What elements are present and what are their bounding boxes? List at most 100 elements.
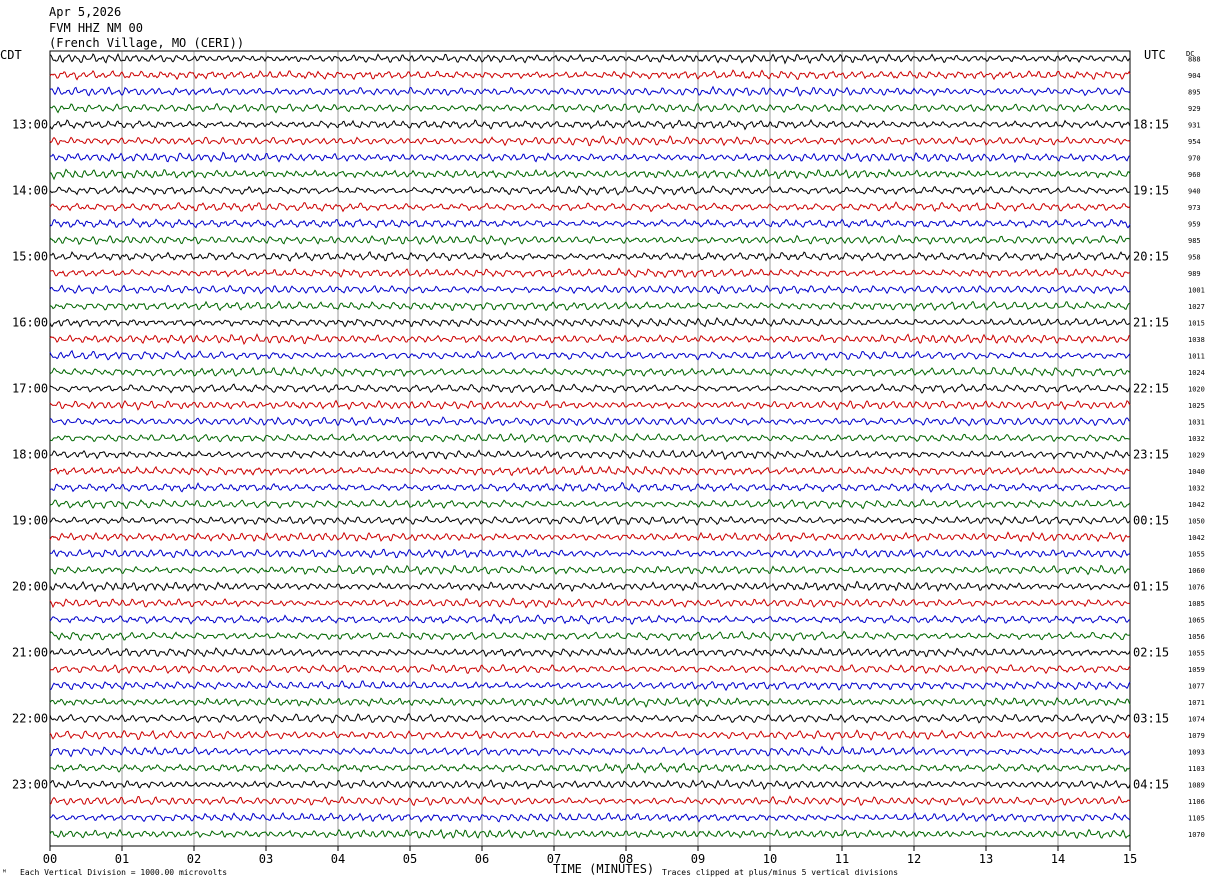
dc-offset-label-40: 1074 (1188, 716, 1205, 724)
trace-line-14 (49, 284, 1131, 295)
x-tick-label: 06 (475, 852, 489, 866)
dc-offset-label-28: 1050 (1188, 518, 1205, 526)
dc-axis-title: DC (1186, 50, 1195, 58)
trace-line-34 (49, 613, 1131, 625)
dc-offset-label-22: 1031 (1188, 419, 1205, 427)
cdt-axis-title: CDT (0, 48, 22, 62)
date-label: Apr 5,2026 (49, 5, 122, 19)
dc-offset-label-35: 1056 (1188, 633, 1205, 641)
trace-line-45 (49, 795, 1131, 807)
trace-line-9 (49, 201, 1131, 213)
dc-offset-label-20: 1020 (1188, 386, 1205, 394)
dc-offset-label-0: 888 (1188, 56, 1201, 64)
trace-line-26 (49, 481, 1131, 493)
dc-offset-label-32: 1076 (1188, 584, 1205, 592)
dc-offset-label-46: 1105 (1188, 815, 1205, 823)
trace-line-40 (49, 712, 1131, 724)
trace-line-24 (49, 449, 1131, 461)
trace-line-31 (49, 564, 1131, 576)
utc-hour-label: 18:15 (1133, 118, 1169, 132)
utc-axis-title: UTC (1144, 48, 1166, 62)
trace-line-1 (49, 69, 1131, 81)
dc-offset-label-17: 1038 (1188, 336, 1205, 344)
dc-offset-label-24: 1029 (1188, 452, 1205, 460)
dc-offset-label-5: 954 (1188, 138, 1201, 146)
plot-frame (49, 50, 1131, 847)
utc-hour-label: 22:15 (1133, 382, 1169, 396)
x-tick-label: 05 (403, 852, 417, 866)
x-tick-label: 02 (187, 852, 201, 866)
x-tick-label: 08 (619, 852, 633, 866)
trace-line-32 (49, 580, 1131, 593)
x-tick-label: 10 (763, 852, 777, 866)
dc-offset-label-44: 1089 (1188, 782, 1205, 790)
trace-line-5 (49, 135, 1131, 147)
dc-offset-label-37: 1059 (1188, 666, 1205, 674)
trace-line-27 (49, 498, 1131, 510)
utc-hour-label: 21:15 (1133, 316, 1169, 330)
cdt-hour-label: 16:00 (12, 316, 48, 330)
trace-line-29 (49, 531, 1131, 543)
trace-line-25 (49, 464, 1131, 477)
trace-line-3 (49, 102, 1131, 114)
dc-offset-label-41: 1079 (1188, 732, 1205, 740)
cdt-hour-label: 15:00 (12, 250, 48, 264)
trace-line-20 (49, 383, 1131, 394)
trace-line-17 (49, 333, 1131, 345)
trace-line-37 (49, 663, 1131, 675)
trace-line-19 (49, 366, 1131, 378)
trace-line-47 (49, 828, 1131, 840)
trace-line-43 (49, 762, 1131, 775)
trace-line-36 (49, 647, 1131, 658)
trace-line-11 (49, 234, 1131, 246)
trace-line-8 (49, 185, 1131, 196)
scale-note: Each Vertical Division = 1000.00 microvo… (20, 868, 228, 877)
dc-offset-label-11: 985 (1188, 237, 1201, 245)
x-tick-label: 00 (43, 852, 57, 866)
dc-offset-label-36: 1055 (1188, 650, 1205, 658)
cdt-hour-label: 23:00 (12, 778, 48, 792)
x-tick-label: 04 (331, 852, 345, 866)
clip-note: Traces clipped at plus/minus 5 vertical … (662, 868, 899, 877)
trace-line-23 (49, 432, 1131, 444)
dc-offset-label-42: 1093 (1188, 749, 1205, 757)
dc-offset-label-12: 958 (1188, 254, 1201, 262)
trace-line-18 (49, 349, 1131, 361)
dc-offset-label-47: 1070 (1188, 831, 1205, 839)
dc-offset-label-21: 1025 (1188, 402, 1205, 410)
trace-line-16 (49, 317, 1131, 328)
x-tick-label: 03 (259, 852, 273, 866)
cdt-hour-label: 17:00 (12, 382, 48, 396)
x-tick-label: 13 (979, 852, 993, 866)
dc-offset-label-4: 931 (1188, 122, 1201, 130)
dc-offset-label-9: 973 (1188, 204, 1201, 212)
scale-icon: ᴹ (2, 868, 7, 877)
x-tick-label: 11 (835, 852, 849, 866)
dc-offset-label-18: 1011 (1188, 353, 1205, 361)
dc-offset-label-14: 1001 (1188, 287, 1205, 295)
cdt-hour-label: 19:00 (12, 514, 48, 528)
dc-offset-label-31: 1060 (1188, 567, 1205, 575)
dc-offset-label-43: 1103 (1188, 765, 1205, 773)
dc-offset-label-34: 1065 (1188, 617, 1205, 625)
trace-line-7 (49, 168, 1131, 181)
dc-offset-label-10: 959 (1188, 221, 1201, 229)
dc-offset-label-8: 940 (1188, 188, 1201, 196)
dc-offset-label-38: 1077 (1188, 683, 1205, 691)
trace-line-42 (49, 745, 1131, 758)
trace-line-33 (49, 597, 1131, 609)
utc-hour-label: 02:15 (1133, 646, 1169, 660)
utc-hour-label: 00:15 (1133, 514, 1169, 528)
trace-line-41 (49, 729, 1131, 741)
trace-line-44 (49, 779, 1131, 790)
dc-offset-label-7: 960 (1188, 171, 1201, 179)
station-label: FVM HHZ NM 00 (49, 21, 143, 35)
dc-offset-label-23: 1032 (1188, 435, 1205, 443)
cdt-hour-label: 14:00 (12, 184, 48, 198)
x-axis-title: TIME (MINUTES) (553, 862, 655, 876)
utc-hour-label: 01:15 (1133, 580, 1169, 594)
dc-offset-label-1: 904 (1188, 72, 1201, 80)
dc-offset-label-30: 1055 (1188, 551, 1205, 559)
dc-offset-label-3: 929 (1188, 105, 1201, 113)
dc-offset-label-2: 895 (1188, 89, 1201, 97)
